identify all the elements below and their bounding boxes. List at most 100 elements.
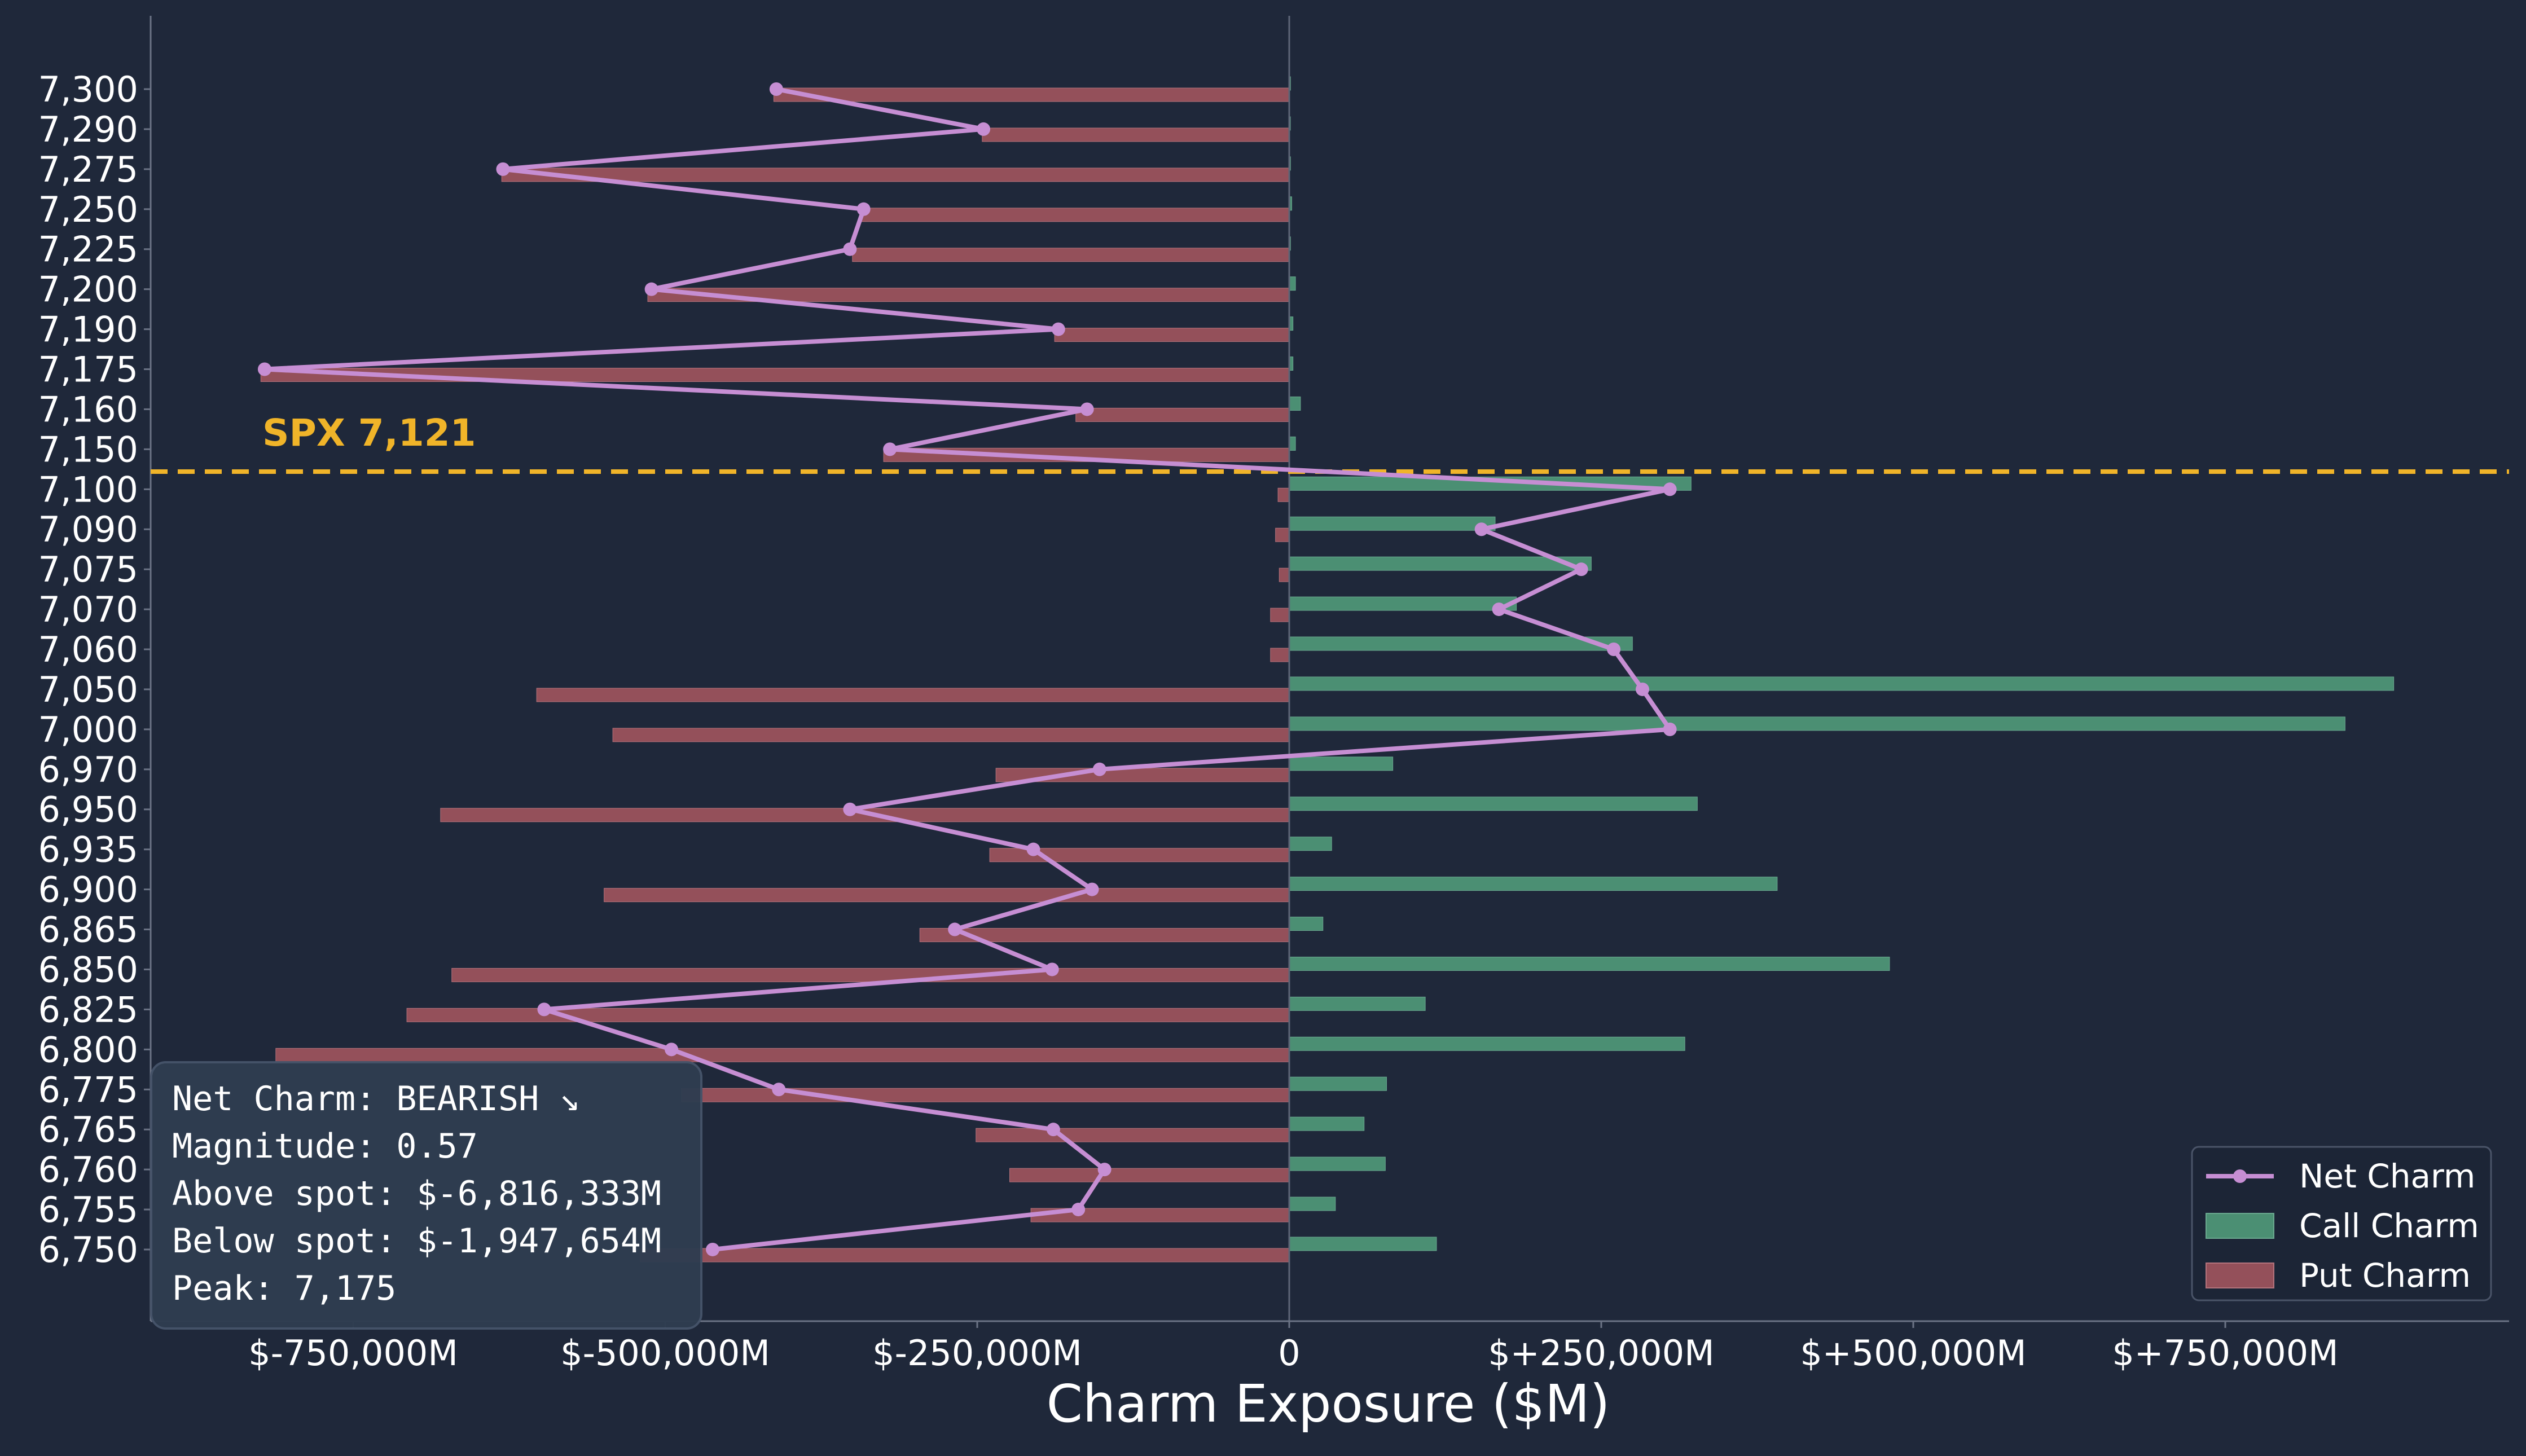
net-charm-point-6-825 — [537, 1002, 551, 1017]
put-charm-bar-7-000 — [612, 728, 1290, 742]
call-charm-bar-6-900 — [1289, 877, 1778, 891]
net-charm-point-6-775 — [772, 1083, 786, 1097]
call-charm-bar-7-060 — [1289, 636, 1633, 651]
net-charm-point-6-760 — [1097, 1163, 1112, 1177]
summary-box — [150, 1061, 702, 1330]
net-charm-point-6-900 — [1085, 882, 1099, 896]
y-tick-label-7-300: 7,300 — [38, 69, 139, 110]
call-charm-bar-7-000 — [1289, 716, 2345, 731]
legend-box — [2191, 1146, 2492, 1301]
net-charm-point-6-755 — [1071, 1203, 1086, 1217]
put-charm-bar-6-850 — [451, 967, 1290, 982]
y-tick-label-6-765: 6,765 — [38, 1109, 139, 1150]
y-tick-label-7-050: 7,050 — [38, 669, 139, 710]
call-charm-bar-7-070 — [1289, 596, 1517, 611]
x-tick-label-750-000m: $+750,000M — [2112, 1332, 2338, 1374]
net-charm-point-6-800 — [665, 1042, 679, 1057]
put-charm-bar-7-225 — [852, 248, 1290, 262]
legend-label-call-charm: Call Charm — [2299, 1207, 2479, 1245]
bars-layer — [260, 76, 2395, 1263]
net-charm-point-6-850 — [1045, 962, 1059, 976]
annotation-layer: Net Charm: BEARISH ↘ Magnitude: 0.57 Above… — [150, 1061, 702, 1330]
x-tick-label-750-000m: $-750,000M — [248, 1332, 458, 1374]
axes-layer: 7,3007,2907,2757,2507,2257,2007,1907,175… — [38, 16, 2509, 1374]
y-tick-label-6-935: 6,935 — [38, 829, 139, 870]
put-charm-bar-7-275 — [501, 168, 1290, 182]
call-charm-bar-6-755 — [1289, 1197, 1336, 1211]
put-charm-bar-7-190 — [1054, 328, 1290, 342]
y-tick-label-7-250: 7,250 — [38, 189, 139, 230]
net-charm-point-6-865 — [948, 922, 962, 936]
y-tick-label-6-750: 6,750 — [38, 1229, 139, 1270]
y-tick-label-7-175: 7,175 — [38, 349, 139, 390]
put-charm-bar-7-290 — [982, 127, 1290, 142]
net-charm-point-7-075 — [1574, 562, 1588, 577]
call-charm-bar-6-775 — [1289, 1076, 1387, 1091]
y-tick-label-7-070: 7,070 — [38, 589, 139, 630]
x-tick-label-250-000m: $+250,000M — [1488, 1332, 1714, 1374]
legend-swatch-put-charm — [2206, 1263, 2274, 1288]
net-charm-point-6-935 — [1026, 842, 1040, 856]
put-charm-bar-7-160 — [1075, 407, 1290, 422]
net-charm-point-7-050 — [1635, 682, 1649, 696]
x-tick-label-0: 0 — [1278, 1332, 1300, 1374]
call-charm-bar-7-075 — [1289, 556, 1592, 571]
call-charm-bar-7-200 — [1289, 276, 1296, 291]
y-tick-label-6-755: 6,755 — [38, 1189, 139, 1230]
net-charm-point-6-970 — [1092, 762, 1106, 776]
call-charm-bar-6-970 — [1289, 756, 1394, 771]
y-tick-label-7-190: 7,190 — [38, 309, 139, 350]
y-tick-label-7-160: 7,160 — [38, 389, 139, 430]
call-charm-bar-6-865 — [1289, 917, 1324, 931]
y-tick-label-7-275: 7,275 — [38, 149, 139, 190]
put-charm-bar-7-300 — [773, 87, 1290, 102]
put-charm-bar-7-090 — [1275, 527, 1290, 542]
net-charm-point-7-250 — [856, 202, 871, 216]
summary-line-1: Net Charm: BEARISH ↘ — [172, 1079, 579, 1119]
y-tick-label-7-225: 7,225 — [38, 229, 139, 270]
call-charm-bar-6-850 — [1289, 956, 1890, 971]
y-tick-label-6-865: 6,865 — [38, 909, 139, 951]
put-charm-bar-7-060 — [1270, 648, 1290, 662]
summary-line-2: Magnitude: 0.57 — [172, 1127, 478, 1166]
net-charm-point-7-060 — [1607, 643, 1621, 657]
net-charm-point-6-750 — [706, 1242, 720, 1256]
y-tick-label-6-825: 6,825 — [38, 989, 139, 1030]
y-tick-label-7-150: 7,150 — [38, 429, 139, 470]
net-charm-point-6-950 — [843, 802, 857, 816]
summary-line-3: Above spot: $-6,816,333M — [172, 1174, 661, 1213]
y-tick-label-7-090: 7,090 — [38, 509, 139, 550]
spot-price-label: SPX 7,121 — [262, 411, 476, 455]
net-charm-point-7-190 — [1051, 322, 1065, 336]
call-charm-bar-6-800 — [1289, 1036, 1685, 1051]
y-tick-label-6-850: 6,850 — [38, 949, 139, 990]
net-charm-point-7-290 — [977, 122, 991, 136]
net-charm-point-7-225 — [843, 242, 857, 256]
x-axis-title: Charm Exposure ($M) — [1047, 1374, 1610, 1434]
y-tick-label-7-100: 7,100 — [38, 469, 139, 510]
y-tick-label-7-060: 7,060 — [38, 629, 139, 670]
net-charm-point-7-300 — [769, 82, 783, 96]
legend-label-put-charm: Put Charm — [2299, 1256, 2471, 1295]
put-charm-bar-7-075 — [1279, 568, 1290, 582]
net-charm-line — [262, 87, 1672, 1252]
put-charm-bar-7-050 — [536, 688, 1290, 702]
net-charm-point-6-765 — [1046, 1123, 1060, 1137]
y-tick-label-6-900: 6,900 — [38, 869, 139, 910]
net-charm-point-7-200 — [644, 282, 658, 296]
call-charm-bar-6-765 — [1289, 1116, 1365, 1131]
y-tick-label-6-760: 6,760 — [38, 1149, 139, 1190]
y-tick-label-6-950: 6,950 — [38, 789, 139, 830]
call-charm-bar-7-150 — [1289, 436, 1296, 451]
summary-line-4: Below spot: $-1,947,654M — [172, 1221, 661, 1261]
summary-line-5: Peak: 7,175 — [172, 1269, 396, 1308]
put-charm-bar-7-070 — [1270, 608, 1290, 622]
y-tick-label-6-800: 6,800 — [38, 1029, 139, 1070]
legend: Net Charm Call Charm Put Charm — [2191, 1146, 2492, 1301]
y-tick-label-7-200: 7,200 — [38, 269, 139, 310]
net-charm-point-7-100 — [1663, 482, 1677, 496]
call-charm-bar-6-760 — [1289, 1156, 1386, 1171]
y-tick-label-6-775: 6,775 — [38, 1069, 139, 1110]
call-charm-bar-6-935 — [1289, 837, 1332, 851]
